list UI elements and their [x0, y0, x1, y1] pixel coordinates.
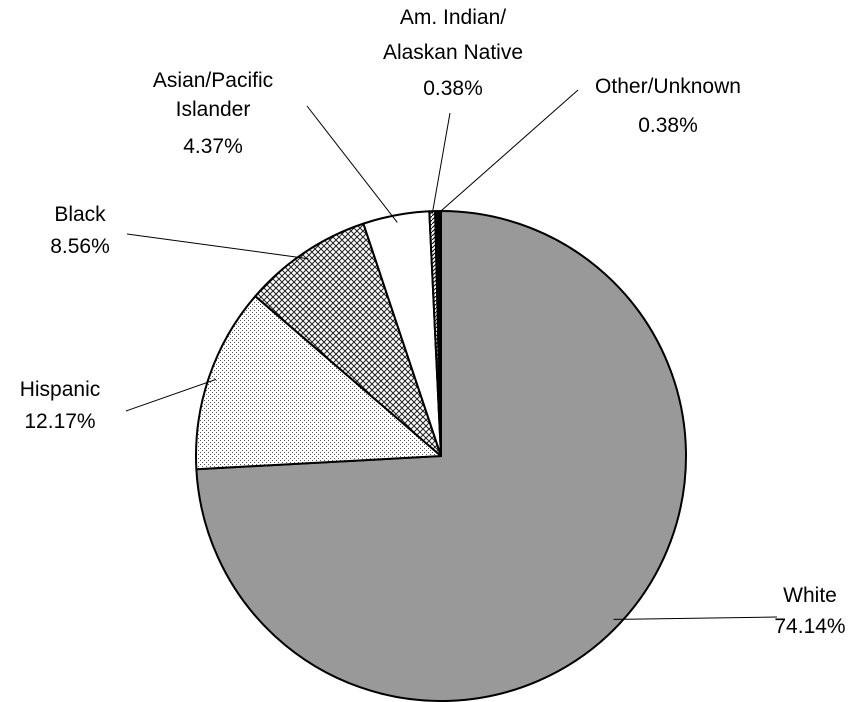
slice-labels: White 74.14% Hispanic 12.17% Black 8.56% Asian…: [20, 6, 846, 638]
slice-name-amindian: Alaskan Native: [383, 41, 523, 64]
leader-line-asian: [306, 105, 398, 223]
slice-name-black: Black: [54, 203, 106, 226]
pie-slices: [195, 210, 687, 702]
slice-percent-asian: 4.37%: [183, 135, 243, 158]
slice-label-black: Black 8.56%: [50, 203, 110, 258]
slice-percent-white: 74.14%: [774, 615, 845, 638]
slice-label-hispanic: Hispanic 12.17%: [20, 378, 101, 433]
leader-line-amindian: [431, 112, 451, 214]
leader-lines: [125, 89, 778, 620]
slice-label-asian: Asian/Pacific Islander 4.37%: [153, 69, 273, 158]
pie-slice-black: [254, 222, 442, 457]
slice-percent-amindian: 0.38%: [423, 77, 483, 100]
pie-slice-hispanic: [195, 295, 442, 471]
slice-percent-hispanic: 12.17%: [24, 410, 95, 433]
slice-name-amindian: Am. Indian/: [400, 6, 506, 29]
leader-line-white: [613, 616, 778, 620]
slice-percent-black: 8.56%: [50, 235, 110, 258]
leader-line-other: [437, 89, 579, 214]
slice-percent-other: 0.38%: [638, 114, 698, 137]
slice-label-white: White 74.14%: [774, 584, 845, 638]
slice-name-white: White: [783, 584, 837, 607]
slice-name-other: Other/Unknown: [595, 75, 741, 98]
leader-line-black: [126, 233, 309, 260]
slice-label-amindian: Am. Indian/Alaskan Native 0.38%: [383, 6, 523, 100]
leader-line-hispanic: [125, 378, 217, 412]
slice-name-asian: Islander: [176, 98, 251, 121]
slice-name-asian: Asian/Pacific: [153, 69, 273, 92]
slice-name-hispanic: Hispanic: [20, 378, 101, 401]
slice-label-other: Other/Unknown 0.38%: [595, 75, 741, 137]
